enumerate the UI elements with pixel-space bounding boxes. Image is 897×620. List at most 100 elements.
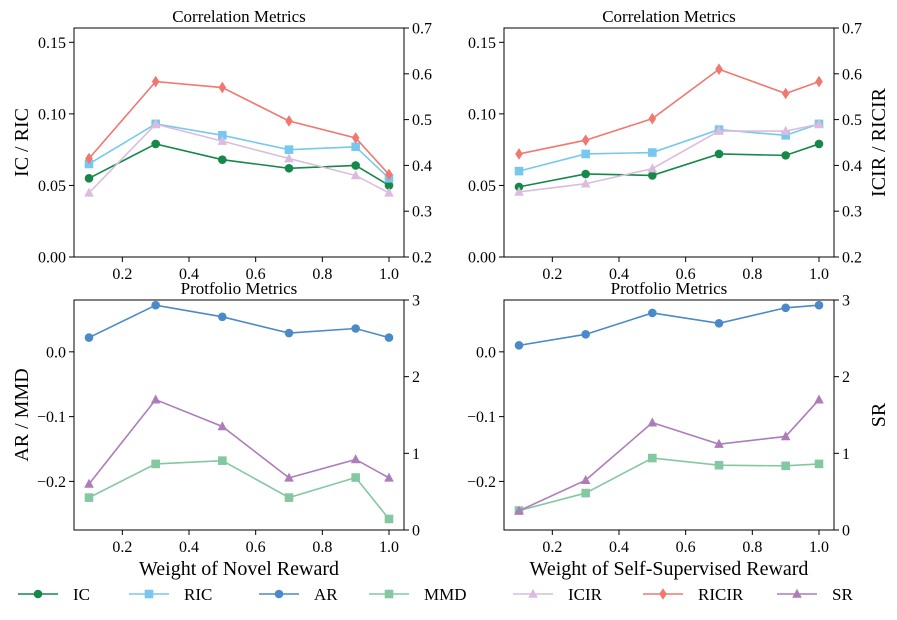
data-point-ricir <box>218 81 227 94</box>
data-point-icir <box>284 153 294 163</box>
chart-title: Protfolio Metrics <box>181 279 298 298</box>
legend-item-mmd: MMD <box>369 585 467 604</box>
axes-frame <box>503 27 835 258</box>
data-point-ric <box>351 142 360 152</box>
y-left-tick-label: 0.15 <box>38 35 66 52</box>
legend-label-icir: ICIR <box>568 585 603 604</box>
data-point-mmd <box>714 460 724 470</box>
data-point-ric <box>218 131 227 140</box>
y-left-axis-label: IC / RIC <box>11 108 33 177</box>
y-right-tick-label: 0.2 <box>842 250 862 267</box>
y-left-tick-label: 0.0 <box>476 344 496 361</box>
data-point-ic <box>284 163 294 173</box>
legend-label-ric: RIC <box>184 585 212 604</box>
data-point-ic <box>648 171 657 180</box>
data-point-sr <box>284 472 294 482</box>
series-ar <box>84 300 394 342</box>
data-point-mmd <box>151 459 160 469</box>
series-sr <box>514 394 824 515</box>
chart-title: Correlation Metrics <box>602 7 736 26</box>
series-icir <box>514 118 824 196</box>
legend-item-ic: IC <box>18 585 90 604</box>
data-point-mmd <box>384 514 394 524</box>
data-point-icir <box>350 170 361 180</box>
panel-corr-self: 0.2 0.4 0.6 0.8 1.0 0.00 0.05 0.10 0.15 0.2 0.3 0.4… <box>468 7 890 283</box>
series-ic <box>514 139 824 192</box>
y-right-axis-label: ICIR / RICIR <box>868 87 890 197</box>
data-point-icir <box>514 186 524 196</box>
data-point-sr <box>580 474 591 484</box>
data-point-ar <box>648 308 657 318</box>
data-point-ic <box>351 161 360 170</box>
axes-frame <box>503 299 835 531</box>
y-left-axis-label: AR / MMD <box>11 368 33 461</box>
data-point-sr <box>84 478 94 488</box>
series-icir <box>84 118 394 197</box>
data-point-ic <box>581 169 590 179</box>
data-point-ric <box>581 149 590 159</box>
data-point-ar <box>151 300 160 310</box>
data-point-ric <box>648 148 657 157</box>
x-tick-label: 0.4 <box>609 539 629 556</box>
series-ricir <box>85 75 393 181</box>
series-ric <box>514 119 824 176</box>
x-axis-label: Weight of Self-Supervised Reward <box>530 558 809 580</box>
data-point-icir <box>580 178 591 188</box>
y-left-tick-label: 0.10 <box>468 106 496 123</box>
legend-item-ric: RIC <box>129 585 212 604</box>
y-right-tick-label: 0.6 <box>842 66 862 83</box>
series-line-ric <box>88 123 390 179</box>
x-tick-label: 0.4 <box>179 266 199 283</box>
y-right-tick-label: 0 <box>842 523 850 540</box>
x-tick-label: 0.4 <box>179 539 199 556</box>
series-line-ric <box>518 123 820 172</box>
x-tick-label: 1.0 <box>379 539 399 556</box>
data-point-ricir <box>648 112 657 125</box>
x-tick-label: 0.8 <box>742 539 762 556</box>
series-ar <box>514 300 824 350</box>
legend-item-icir: ICIR <box>513 585 603 604</box>
legend-label-ic: IC <box>73 585 90 604</box>
data-point-ar <box>714 319 724 328</box>
data-point-ic <box>384 181 394 190</box>
y-right-tick-label: 0.5 <box>842 112 862 129</box>
data-point-ar <box>514 341 524 350</box>
x-tick-label: 0.8 <box>312 266 332 283</box>
data-point-ar <box>581 330 590 339</box>
series-line-ar <box>88 304 390 339</box>
y-left-tick-label: −0.2 <box>37 474 66 491</box>
y-right-tick-label: 0.6 <box>412 66 432 83</box>
data-point-mmd <box>814 459 824 469</box>
legend-label-mmd: MMD <box>424 585 467 604</box>
x-axis-label: Weight of Novel Reward <box>139 558 339 580</box>
x-tick-label: 0.8 <box>742 266 762 283</box>
data-point-ric <box>781 131 790 140</box>
data-point-mmd <box>581 488 590 498</box>
data-point-ar <box>84 333 94 342</box>
data-point-ricir <box>351 132 360 144</box>
legend-marker-ricir <box>659 588 667 600</box>
data-point-ricir <box>815 75 823 88</box>
data-point-icir <box>150 118 161 128</box>
data-point-ric <box>284 145 294 154</box>
x-tick-label: 0.2 <box>542 539 562 556</box>
x-tick-label: 1.0 <box>379 266 399 283</box>
data-point-icir <box>384 187 394 197</box>
data-point-icir <box>714 125 724 135</box>
y-right-tick-label: 0.4 <box>842 158 862 175</box>
data-point-icir <box>84 187 94 197</box>
data-point-ricir <box>715 63 723 76</box>
data-point-icir <box>814 118 824 128</box>
data-point-ricir <box>385 168 393 181</box>
y-left-tick-label: 0.10 <box>38 106 66 123</box>
series-ricir <box>515 63 823 160</box>
legend-marker-ar <box>274 589 284 599</box>
y-left-tick-label: −0.1 <box>37 409 66 426</box>
data-point-ic <box>781 151 790 160</box>
data-point-sr <box>150 394 161 404</box>
data-point-ricir <box>85 152 93 165</box>
x-tick-label: 0.4 <box>609 266 629 283</box>
series-line-ic <box>88 143 390 187</box>
series-line-ricir <box>88 80 390 176</box>
